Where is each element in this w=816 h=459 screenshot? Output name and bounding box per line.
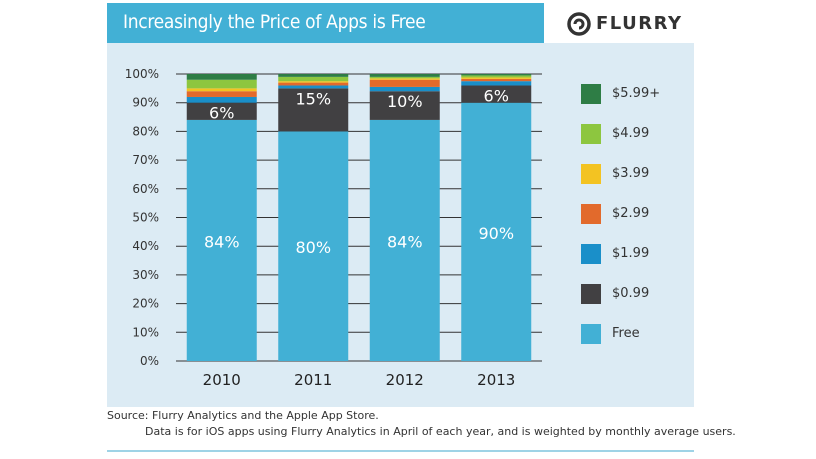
source-line-1: Source: Flurry Analytics and the Apple A… [107,409,379,422]
legend-label: $4.99 [612,126,650,141]
legend-swatch [581,164,601,184]
legend-label: $3.99 [612,166,650,181]
top-rule [107,0,694,3]
flurry-swirl-icon [567,12,591,36]
logo: FLURRY [544,3,694,43]
source-note: Source: Flurry Analytics and the Apple A… [107,408,736,440]
legend-label: $0.99 [612,286,650,301]
title-bar: Increasingly the Price of Apps is Free [107,3,544,43]
source-line-2: Data is for iOS apps using Flurry Analyt… [145,425,736,438]
legend-label: $2.99 [612,206,650,221]
legend-swatch [581,84,601,104]
legend-label: $5.99+ [612,86,661,101]
legend-label: Free [612,326,640,341]
legend-label: $1.99 [612,246,650,261]
legend-swatch [581,324,601,344]
legend-swatch [581,244,601,264]
legend-swatch [581,284,601,304]
chart-panel [107,43,694,407]
legend-swatch [581,124,601,144]
logo-text: FLURRY [596,13,683,34]
bottom-rule [107,450,694,452]
chart-title: Increasingly the Price of Apps is Free [123,11,426,33]
legend-swatch [581,204,601,224]
